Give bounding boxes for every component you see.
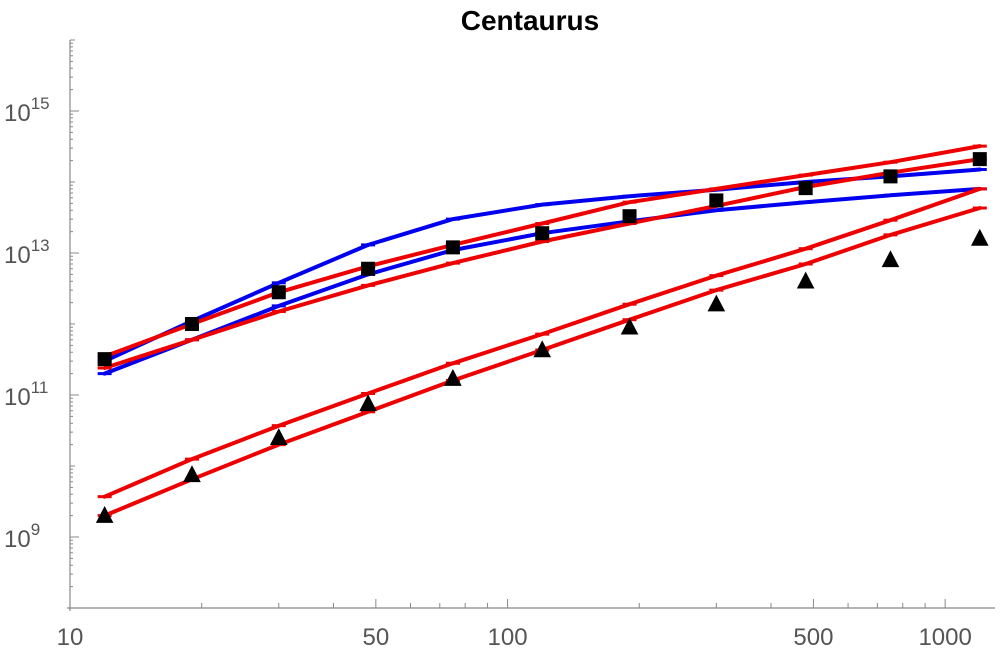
x-tick-label: 50 [362, 624, 389, 651]
x-tick-label: 100 [488, 624, 528, 651]
y-tick-label: 1013 [4, 236, 50, 269]
square-marker [883, 169, 898, 184]
square-marker [445, 240, 460, 255]
triangle-marker [183, 465, 201, 483]
square-marker [271, 285, 286, 300]
series-line-4 [97, 157, 987, 370]
series-layer [95, 144, 989, 523]
triangle-marker [533, 340, 552, 358]
square-marker [184, 317, 199, 331]
triangle-marker [95, 506, 114, 523]
series-path [102, 157, 982, 370]
y-tick-label: 1011 [4, 378, 48, 411]
x-tick-label: 10 [57, 624, 84, 651]
triangle-marker [620, 317, 639, 335]
triangle-marker [881, 250, 900, 268]
x-tick-label: 500 [793, 624, 833, 651]
triangle-marker [269, 428, 288, 445]
series-path [102, 206, 982, 518]
square-marker [972, 152, 987, 167]
triangle-marker [707, 294, 726, 312]
square-marker [622, 209, 637, 224]
series-line-6 [97, 206, 987, 518]
y-tick-label: 109 [4, 520, 40, 553]
triangle-marker [796, 271, 815, 289]
chart-title: Centaurus [461, 5, 599, 36]
triangle-marker [359, 394, 377, 412]
triangle-marker [970, 228, 989, 246]
square-marker [709, 193, 724, 208]
square-marker [361, 261, 376, 276]
series-markers-8 [95, 228, 989, 523]
square-marker [97, 352, 112, 367]
y-tick-label: 1015 [4, 94, 50, 127]
series-markers-7 [97, 152, 987, 367]
square-marker [535, 226, 550, 241]
x-tick-label: 1000 [918, 624, 971, 651]
triangle-marker [444, 369, 462, 386]
axes: 10 50 100 500 1000 109 1011 1013 1015 [4, 39, 995, 651]
square-marker [798, 181, 813, 196]
series-line-5 [97, 186, 987, 499]
